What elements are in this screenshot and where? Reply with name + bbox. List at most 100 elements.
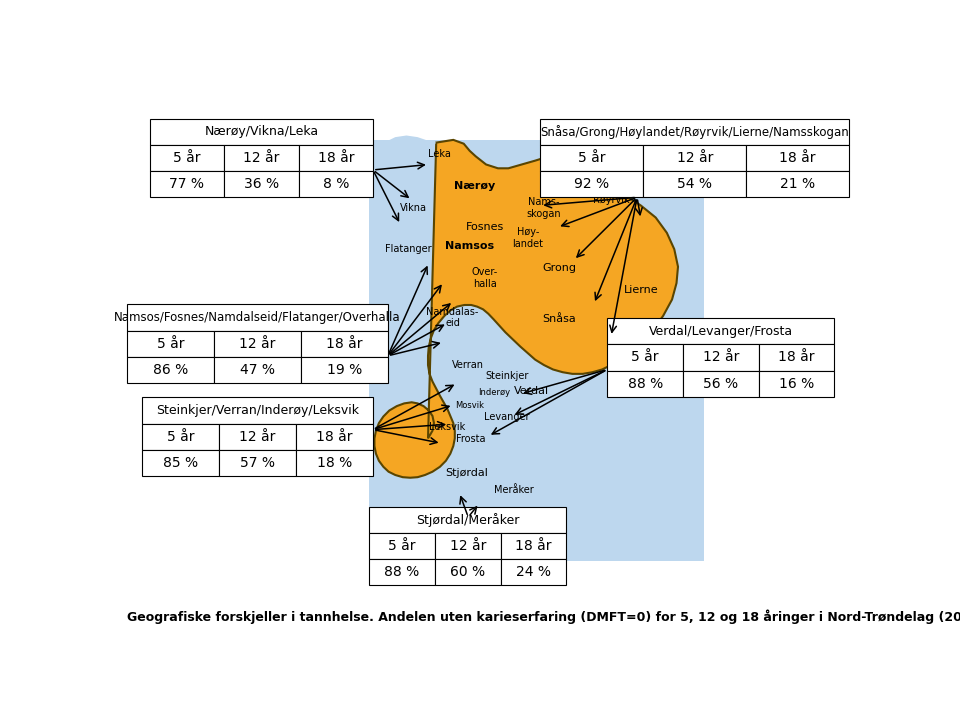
Text: Lierne: Lierne — [623, 285, 659, 295]
Text: 12 år: 12 år — [243, 151, 279, 165]
Text: Leka: Leka — [428, 148, 451, 158]
Text: 57 %: 57 % — [240, 456, 276, 470]
Text: Over-
halla: Over- halla — [471, 268, 497, 289]
Text: Røyrvik: Røyrvik — [592, 195, 630, 205]
Text: 18 år: 18 år — [316, 430, 352, 444]
Text: 12 år: 12 år — [449, 539, 486, 553]
Text: Inderøy: Inderøy — [478, 388, 511, 397]
FancyBboxPatch shape — [301, 331, 388, 357]
FancyBboxPatch shape — [746, 145, 849, 171]
Text: 92 %: 92 % — [574, 178, 610, 191]
Text: 12 år: 12 år — [703, 351, 739, 364]
FancyBboxPatch shape — [224, 145, 299, 171]
Text: Geografiske forskjeller i tannhelse. Andelen uten karieserfaring (DMFT=0) for 5,: Geografiske forskjeller i tannhelse. And… — [128, 609, 960, 623]
FancyBboxPatch shape — [608, 318, 834, 344]
Text: Nærøy: Nærøy — [453, 181, 494, 191]
Text: 77 %: 77 % — [170, 178, 204, 191]
FancyBboxPatch shape — [214, 357, 301, 383]
FancyBboxPatch shape — [435, 533, 501, 559]
FancyBboxPatch shape — [758, 371, 834, 397]
Text: 16 %: 16 % — [779, 377, 814, 391]
FancyBboxPatch shape — [142, 398, 372, 424]
FancyBboxPatch shape — [150, 171, 224, 197]
Text: Snåsa: Snåsa — [542, 315, 576, 324]
Text: Leksvik: Leksvik — [429, 422, 466, 432]
FancyBboxPatch shape — [299, 171, 372, 197]
Text: Meråker: Meråker — [494, 485, 534, 495]
Text: 85 %: 85 % — [163, 456, 199, 470]
Text: 21 %: 21 % — [780, 178, 815, 191]
FancyBboxPatch shape — [150, 145, 224, 171]
Text: 5 år: 5 år — [157, 337, 184, 351]
FancyBboxPatch shape — [219, 450, 296, 476]
Text: 60 %: 60 % — [450, 565, 486, 579]
Text: 18 år: 18 år — [326, 337, 363, 351]
FancyBboxPatch shape — [224, 171, 299, 197]
Text: 5 år: 5 år — [167, 430, 195, 444]
Text: 19 %: 19 % — [326, 363, 362, 377]
Text: Steinkjer: Steinkjer — [485, 371, 529, 381]
FancyBboxPatch shape — [758, 344, 834, 371]
Text: 12 år: 12 år — [677, 151, 713, 165]
FancyBboxPatch shape — [540, 145, 643, 171]
Text: 18 år: 18 år — [318, 151, 354, 165]
FancyBboxPatch shape — [142, 450, 219, 476]
Text: Flatanger: Flatanger — [385, 244, 432, 254]
Text: Fosnes: Fosnes — [466, 222, 504, 232]
Text: Vikna: Vikna — [400, 203, 427, 213]
Text: 5 år: 5 år — [173, 151, 201, 165]
FancyBboxPatch shape — [683, 371, 758, 397]
Text: 5 år: 5 år — [389, 539, 416, 553]
FancyBboxPatch shape — [296, 424, 372, 450]
Text: 88 %: 88 % — [384, 565, 420, 579]
Text: Stjørdal: Stjørdal — [445, 469, 488, 479]
Text: Verdal/Levanger/Frosta: Verdal/Levanger/Frosta — [649, 324, 793, 338]
FancyBboxPatch shape — [370, 140, 704, 561]
FancyBboxPatch shape — [301, 357, 388, 383]
FancyBboxPatch shape — [142, 424, 219, 450]
Text: 24 %: 24 % — [516, 565, 551, 579]
Text: Snåsa/Grong/Høylandet/Røyrvik/Lierne/Namsskogan: Snåsa/Grong/Høylandet/Røyrvik/Lierne/Nam… — [540, 125, 849, 138]
Text: 5 år: 5 år — [632, 351, 659, 364]
FancyBboxPatch shape — [128, 357, 214, 383]
Text: Mosvik: Mosvik — [455, 400, 484, 410]
Text: 12 år: 12 år — [239, 337, 276, 351]
Text: 86 %: 86 % — [154, 363, 188, 377]
FancyBboxPatch shape — [214, 331, 301, 357]
FancyBboxPatch shape — [150, 119, 372, 145]
FancyBboxPatch shape — [370, 559, 435, 586]
FancyBboxPatch shape — [608, 371, 683, 397]
FancyBboxPatch shape — [435, 559, 501, 586]
Text: 36 %: 36 % — [244, 178, 279, 191]
Text: 54 %: 54 % — [677, 178, 712, 191]
Text: 18 år: 18 år — [780, 151, 816, 165]
Polygon shape — [371, 136, 436, 288]
Text: Grong: Grong — [542, 263, 577, 273]
FancyBboxPatch shape — [540, 171, 643, 197]
Text: Levanger: Levanger — [484, 412, 530, 422]
Text: Verran: Verran — [452, 360, 484, 370]
FancyBboxPatch shape — [299, 145, 372, 171]
Text: 56 %: 56 % — [704, 377, 738, 391]
FancyBboxPatch shape — [540, 119, 849, 145]
FancyBboxPatch shape — [370, 507, 566, 533]
Text: Namdalas-
eid: Namdalas- eid — [426, 307, 479, 328]
Text: Steinkjer/Verran/Inderøy/Leksvik: Steinkjer/Verran/Inderøy/Leksvik — [156, 404, 359, 417]
Text: 18 år: 18 år — [516, 539, 552, 553]
Text: 8 %: 8 % — [323, 178, 348, 191]
Text: Høy-
landet: Høy- landet — [513, 227, 543, 249]
FancyBboxPatch shape — [608, 344, 683, 371]
FancyBboxPatch shape — [746, 171, 849, 197]
Polygon shape — [374, 140, 678, 478]
FancyBboxPatch shape — [219, 424, 296, 450]
Text: Frosta: Frosta — [456, 434, 486, 444]
Text: 18 %: 18 % — [317, 456, 352, 470]
FancyBboxPatch shape — [296, 450, 372, 476]
Text: Nærøy/Vikna/Leka: Nærøy/Vikna/Leka — [204, 125, 319, 138]
Text: 47 %: 47 % — [240, 363, 276, 377]
Text: 18 år: 18 år — [779, 351, 815, 364]
Text: 12 år: 12 år — [239, 430, 276, 444]
Text: Namsos/Fosnes/Namdalseid/Flatanger/Overhalla: Namsos/Fosnes/Namdalseid/Flatanger/Overh… — [114, 311, 401, 324]
FancyBboxPatch shape — [643, 171, 746, 197]
FancyBboxPatch shape — [683, 344, 758, 371]
